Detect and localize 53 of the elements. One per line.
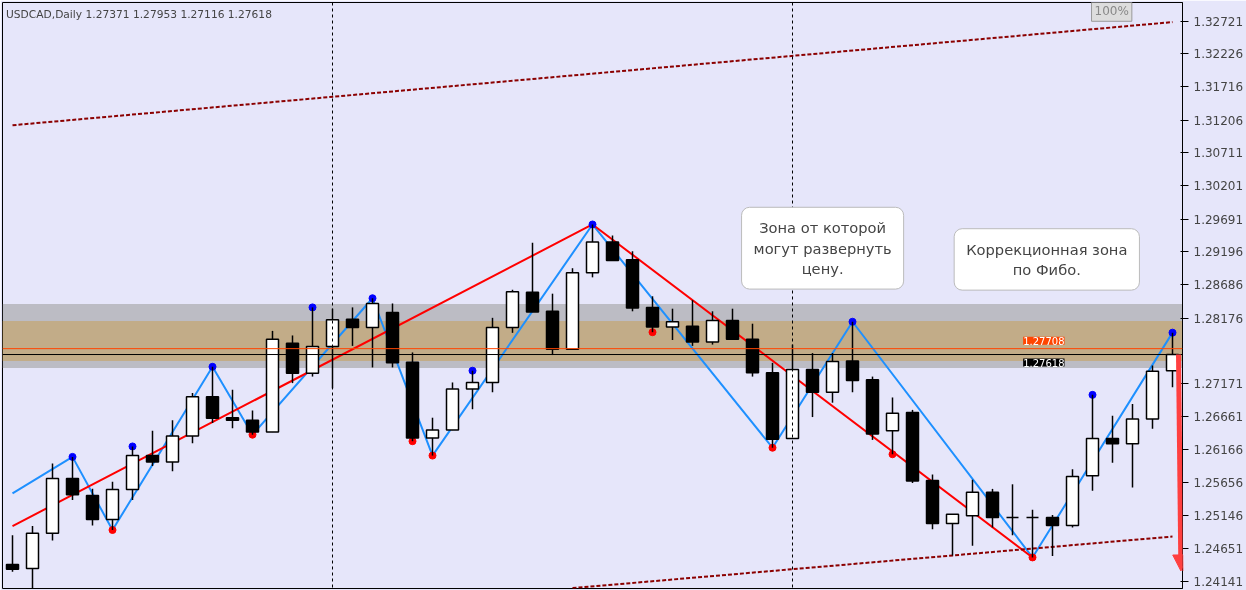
y-tick-label: 1.32721 xyxy=(1193,14,1244,29)
y-tick-label: 1.31206 xyxy=(1193,113,1244,128)
candlestick xyxy=(885,396,900,456)
candlestick xyxy=(945,513,960,557)
y-tick-label: 1.24141 xyxy=(1193,575,1244,590)
candlestick xyxy=(465,369,480,410)
y-tick-label: 1.28176 xyxy=(1193,311,1244,326)
candlestick xyxy=(345,306,360,347)
candlestick xyxy=(245,409,260,436)
point xyxy=(208,362,217,371)
y-tick-label: 1.24651 xyxy=(1193,541,1244,556)
point xyxy=(1028,553,1037,562)
point xyxy=(888,450,897,459)
candlestick xyxy=(705,310,720,346)
y-tick-label: 1.27171 xyxy=(1193,377,1244,392)
point xyxy=(68,452,77,461)
candlestick xyxy=(665,307,680,341)
band-label: Зона от которой могут развернуть цену. xyxy=(753,219,892,278)
point xyxy=(848,317,857,326)
ref-line-label: 1.27708 xyxy=(1023,335,1065,347)
y-tick-label: 1.28686 xyxy=(1193,278,1244,293)
candlestick xyxy=(1025,509,1040,559)
y-tick-label: 1.29691 xyxy=(1193,212,1244,227)
y-tick-label: 1.25146 xyxy=(1193,509,1244,524)
y-tick-label: 1.29196 xyxy=(1193,245,1244,259)
candlestick xyxy=(725,307,740,341)
y-tick-label: 1.26661 xyxy=(1193,410,1244,425)
candlestick xyxy=(1105,415,1120,464)
annotation: 100% xyxy=(1094,4,1129,19)
band-label: Коррекционная зона по Фибо. xyxy=(966,240,1128,279)
point xyxy=(1088,390,1097,399)
candlestick xyxy=(425,416,440,457)
candlestick xyxy=(1045,514,1060,557)
ref-line-label: 1.27618 xyxy=(1023,357,1065,369)
point xyxy=(1168,328,1177,337)
candlestick xyxy=(5,534,20,573)
candlestick xyxy=(685,299,700,347)
y-tick-label: 1.30711 xyxy=(1193,146,1244,161)
point xyxy=(648,328,657,337)
candlestick xyxy=(605,234,620,262)
y-tick-label: 1.25656 xyxy=(1193,476,1244,491)
y-tick-label: 1.32226 xyxy=(1193,47,1244,62)
y-tick-label: 1.31716 xyxy=(1193,80,1244,95)
candlestick xyxy=(225,388,240,429)
y-tick-label: 1.30201 xyxy=(1193,179,1244,194)
candlestick xyxy=(1005,483,1020,536)
y-tick-label: 1.26166 xyxy=(1193,442,1244,457)
candlestick xyxy=(525,242,540,313)
text: USDCAD,Daily 1.27371 1.27953 1.27116 1.27618 xyxy=(6,8,273,22)
point xyxy=(468,366,477,375)
candlestick xyxy=(965,478,980,547)
point xyxy=(108,526,117,534)
candlestick xyxy=(145,430,160,467)
